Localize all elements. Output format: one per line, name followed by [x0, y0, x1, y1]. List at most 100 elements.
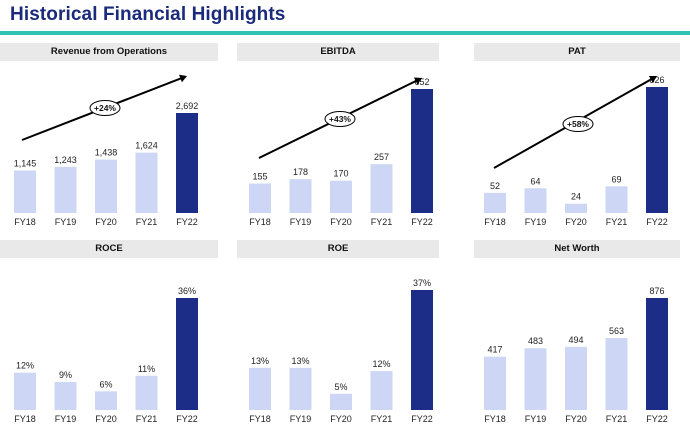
roce-value-label-fy18: 12% — [16, 361, 34, 371]
ebitda-cagr-badge — [324, 111, 356, 127]
networth-value-label-fy22: 876 — [649, 286, 664, 296]
roe-chart-panel: ROE 13% FY18 13% FY19 5% FY20 12% FY21 37% FY22 — [237, 240, 439, 424]
roe-bar-fy18 — [249, 367, 271, 410]
ebitda-value-label-fy18: 155 — [252, 172, 267, 182]
networth-chart-title: Net Worth — [474, 240, 680, 258]
ebitda-tick-label-fy20: FY20 — [330, 217, 352, 227]
revenue-tick-label-fy22: FY22 — [176, 217, 198, 227]
ebitda-bar-fy19 — [289, 179, 312, 213]
networth-value-label-fy18: 417 — [487, 345, 502, 355]
revenue-cagr-badge — [89, 100, 121, 116]
revenue-chart-panel: Revenue from Operations 1,145 FY18 1,243 FY… — [0, 43, 218, 227]
revenue-value-label-fy22: 2,692 — [176, 101, 199, 111]
networth-tick-label-fy19: FY19 — [525, 414, 547, 424]
pat-arrow-head — [648, 75, 657, 83]
roe-bar-fy21 — [370, 371, 393, 410]
roe-value-label-fy18: 13% — [251, 356, 269, 366]
revenue-bar-fy19 — [54, 166, 77, 213]
revenue-chart-title: Revenue from Operations — [0, 43, 218, 61]
roce-tick-label-fy18: FY18 — [14, 414, 36, 424]
roe-value-label-fy20: 5% — [334, 382, 347, 392]
ebitda-chart-panel: EBITDA 155 FY18 178 FY19 170 FY20 257 FY21 652 FY… — [237, 43, 439, 227]
networth-value-label-fy21: 563 — [609, 326, 624, 336]
roe-tick-label-fy22: FY22 — [411, 414, 433, 424]
revenue-bar-fy20 — [95, 159, 117, 213]
networth-tick-label-fy18: FY18 — [484, 414, 506, 424]
pat-tick-label-fy19: FY19 — [525, 217, 547, 227]
pat-tick-label-fy20: FY20 — [565, 217, 587, 227]
ebitda-chart-title: EBITDA — [237, 43, 439, 61]
networth-chart-panel: Net Worth 417 FY18 483 FY19 494 FY20 563 FY21 87… — [474, 240, 680, 424]
pat-value-label-fy22: 326 — [649, 75, 664, 85]
roce-tick-label-fy22: FY22 — [176, 414, 198, 424]
ebitda-arrow-head — [413, 77, 422, 85]
roce-bar-fy18 — [14, 372, 36, 410]
roce-tick-label-fy21: FY21 — [136, 414, 158, 424]
roce-tick-label-fy19: FY19 — [55, 414, 77, 424]
roce-value-label-fy22: 36% — [178, 286, 196, 296]
pat-bar-fy22 — [646, 87, 668, 213]
ebitda-value-label-fy22: 652 — [414, 77, 429, 87]
networth-value-label-fy20: 494 — [568, 335, 583, 345]
ebitda-tick-label-fy18: FY18 — [249, 217, 271, 227]
revenue-chart: 1,145 FY18 1,243 FY19 1,438 FY20 1,624 FY21 2,69… — [14, 74, 199, 227]
revenue-tick-label-fy19: FY19 — [55, 217, 77, 227]
pat-bar-fy20 — [565, 203, 587, 213]
pat-value-label-fy20: 24 — [571, 192, 581, 202]
roe-bar-fy20 — [330, 393, 352, 410]
networth-value-label-fy19: 483 — [528, 336, 543, 346]
roe-chart: 13% FY18 13% FY19 5% FY20 12% FY21 37% FY22 — [249, 278, 433, 424]
pat-value-label-fy21: 69 — [611, 174, 621, 184]
ebitda-value-label-fy20: 170 — [333, 169, 348, 179]
page-title: Historical Financial Highlights — [10, 4, 286, 25]
ebitda-bar-fy22 — [411, 89, 433, 213]
revenue-value-label-fy18: 1,145 — [14, 158, 37, 168]
networth-tick-label-fy22: FY22 — [646, 414, 668, 424]
networth-bar-fy22 — [646, 298, 668, 410]
roce-chart: 12% FY18 9% FY19 6% FY20 11% FY21 36% FY22 — [14, 286, 198, 424]
ebitda-tick-label-fy21: FY21 — [371, 217, 393, 227]
roce-bar-fy21 — [135, 375, 158, 410]
roce-bar-fy22 — [176, 298, 198, 410]
roe-chart-title: ROE — [237, 240, 439, 258]
pat-chart-title: PAT — [474, 43, 680, 61]
ebitda-bar-fy18 — [249, 183, 271, 213]
pat-chart: 52 FY18 64 FY19 24 FY20 69 FY21 326 FY22 +58% — [484, 75, 668, 227]
revenue-tick-label-fy20: FY20 — [95, 217, 117, 227]
revenue-bar-fy22 — [176, 113, 198, 213]
roe-tick-label-fy18: FY18 — [249, 414, 271, 424]
ebitda-value-label-fy21: 257 — [374, 152, 389, 162]
roce-bar-fy20 — [95, 391, 117, 410]
roe-tick-label-fy21: FY21 — [371, 414, 393, 424]
revenue-tick-label-fy18: FY18 — [14, 217, 36, 227]
pat-bar-fy21 — [605, 186, 628, 213]
roe-bar-fy19 — [289, 367, 312, 410]
roe-value-label-fy21: 12% — [372, 359, 390, 369]
roce-tick-label-fy20: FY20 — [95, 414, 117, 424]
revenue-bar-fy21 — [135, 152, 158, 213]
roe-bar-fy22 — [411, 290, 433, 410]
networth-bar-fy21 — [605, 338, 628, 410]
pat-tick-label-fy22: FY22 — [646, 217, 668, 227]
title-rule — [0, 31, 690, 35]
networth-tick-label-fy20: FY20 — [565, 414, 587, 424]
revenue-value-label-fy21: 1,624 — [135, 141, 158, 151]
networth-bar-fy18 — [484, 356, 506, 410]
roe-value-label-fy19: 13% — [291, 356, 309, 366]
pat-bar-fy19 — [524, 188, 547, 213]
ebitda-chart: 155 FY18 178 FY19 170 FY20 257 FY21 652 FY22 +43% — [249, 77, 433, 227]
networth-chart: 417 FY18 483 FY19 494 FY20 563 FY21 876 FY22 — [484, 286, 668, 424]
revenue-value-label-fy20: 1,438 — [95, 148, 118, 158]
networth-bar-fy20 — [565, 346, 587, 410]
pat-cagr-label: +58% — [567, 119, 589, 129]
roce-value-label-fy20: 6% — [99, 379, 112, 389]
pat-cagr-badge — [562, 116, 594, 132]
revenue-bar-fy18 — [14, 170, 36, 213]
roce-bar-fy19 — [54, 382, 77, 410]
networth-bar-fy19 — [524, 348, 547, 410]
roce-value-label-fy21: 11% — [138, 364, 155, 374]
roe-tick-label-fy19: FY19 — [290, 414, 312, 424]
pat-value-label-fy18: 52 — [490, 181, 500, 191]
revenue-tick-label-fy21: FY21 — [136, 217, 158, 227]
pat-bar-fy18 — [484, 192, 506, 213]
